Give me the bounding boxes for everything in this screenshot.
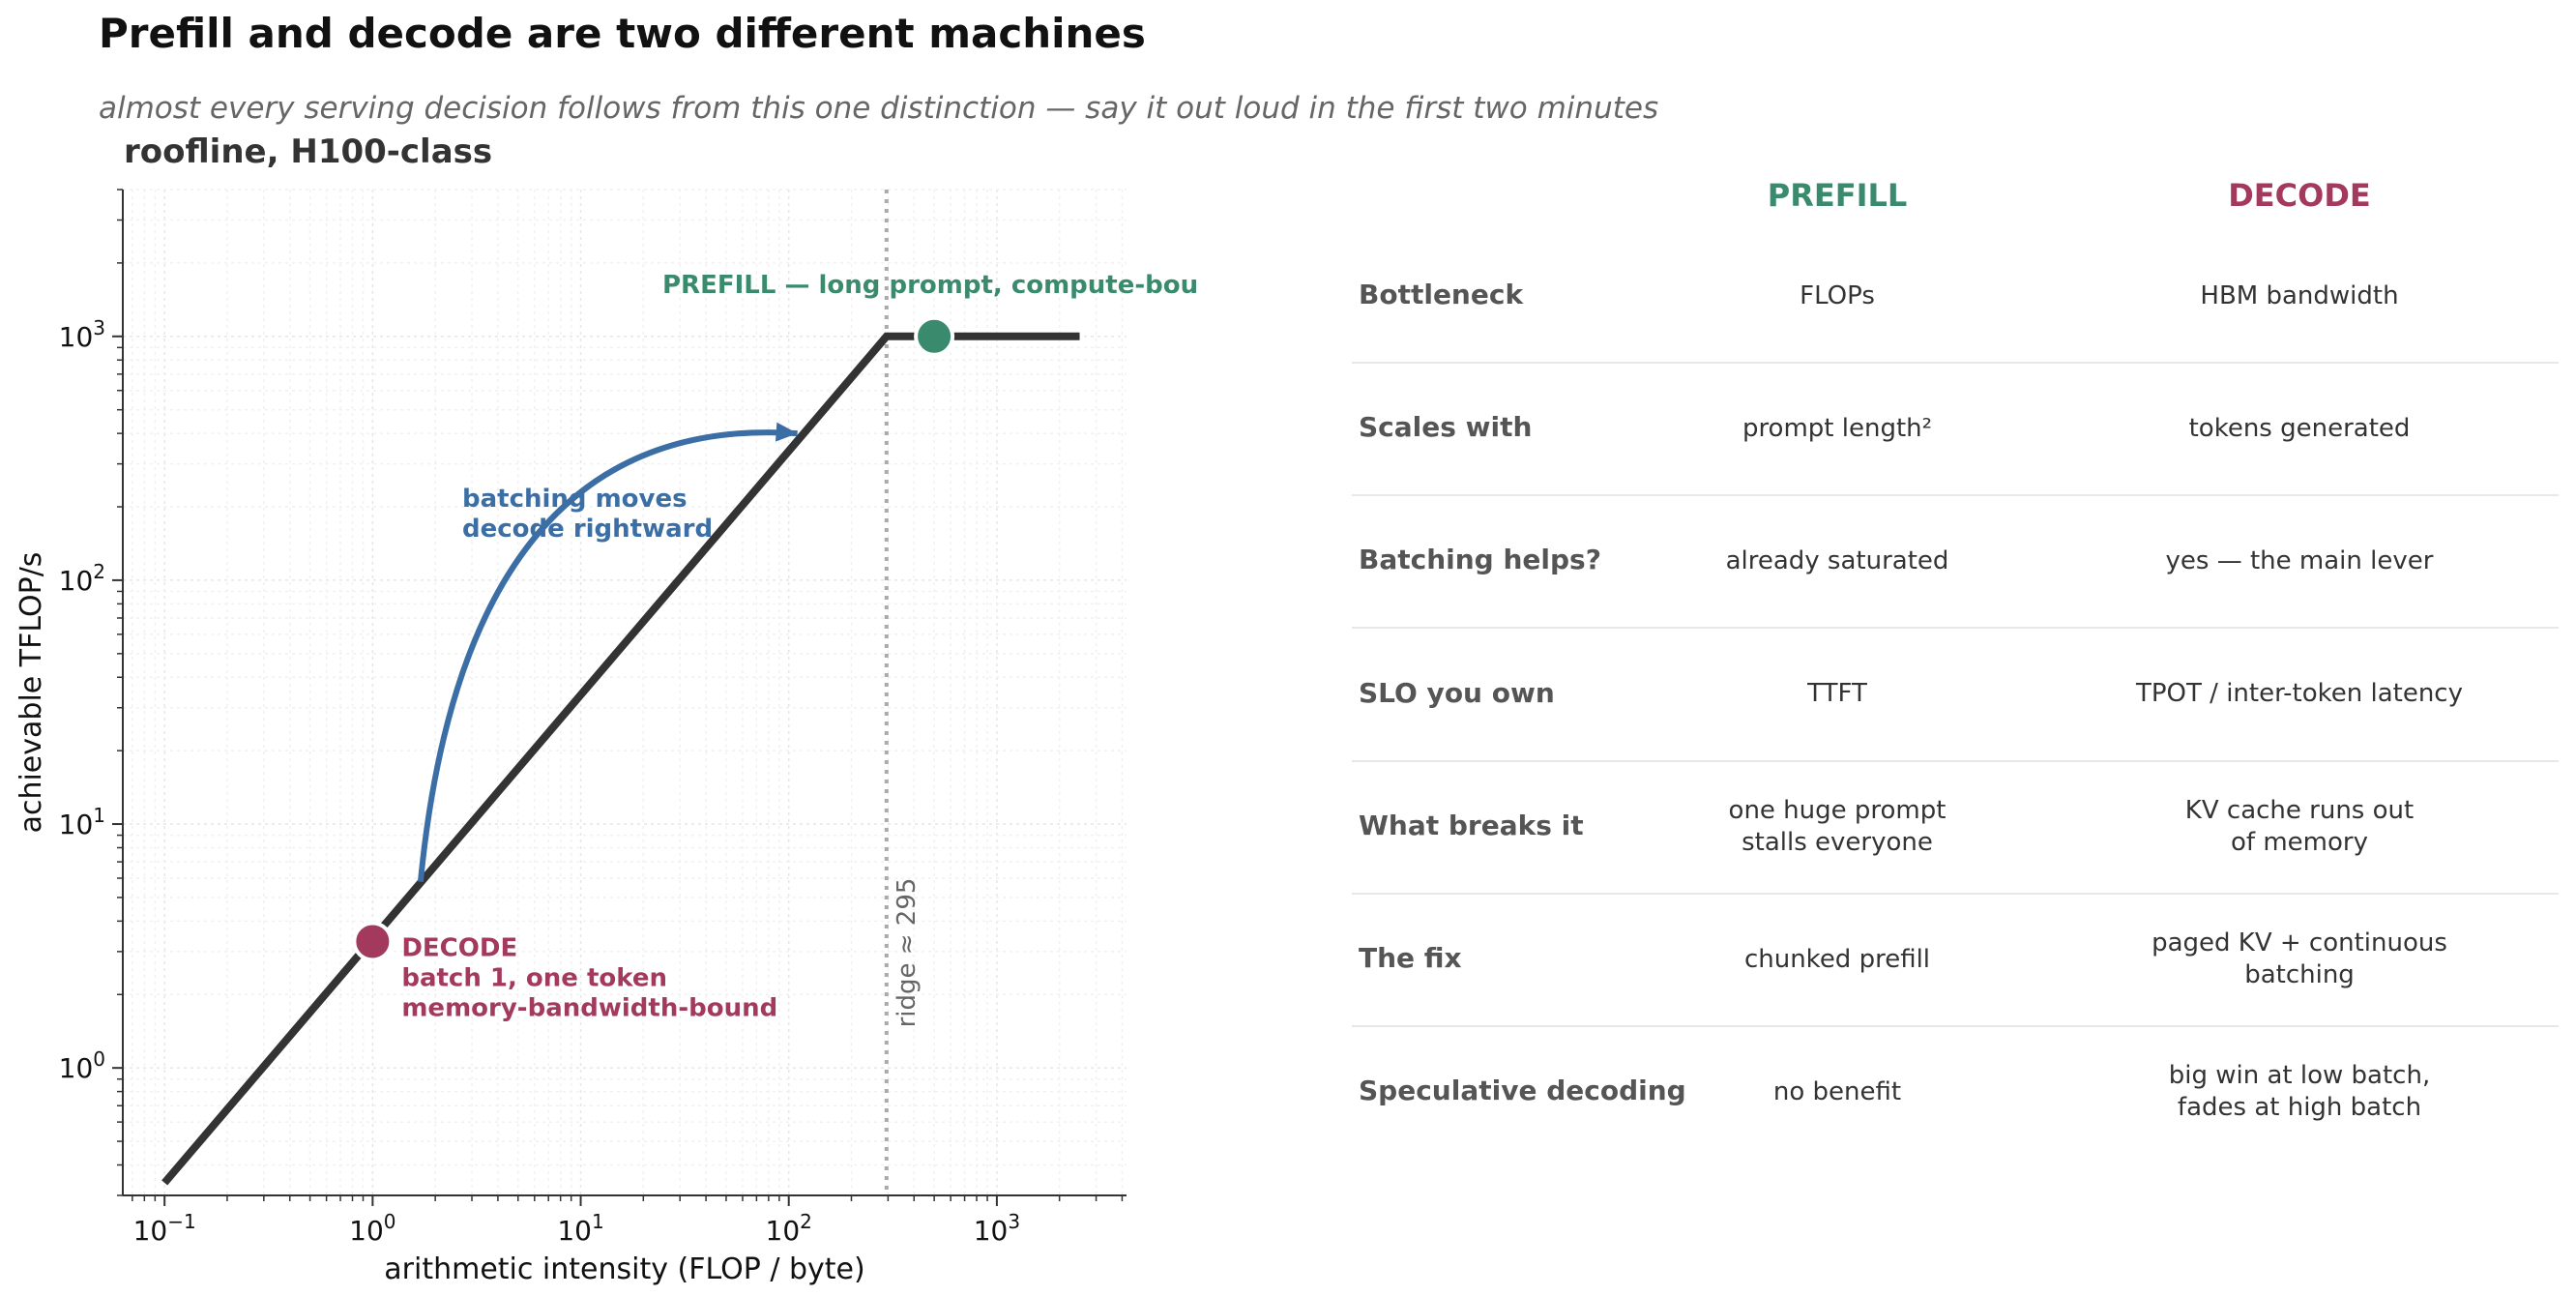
prefill-cell: one huge prompt stalls everyone — [1586, 795, 2089, 859]
y-axis-label: achievable TFLOP/s — [15, 552, 48, 834]
batching-arrow-label: batching moves — [462, 485, 688, 514]
x-tick-label: 102 — [766, 1210, 812, 1247]
decode-cell: KV cache runs out of memory — [2048, 795, 2551, 859]
batching-arrow — [417, 429, 798, 882]
row-label: What breaks it — [1359, 809, 1584, 841]
prefill-cell: already saturated — [1586, 545, 2089, 577]
decode-cell-line: HBM bandwidth — [2200, 280, 2399, 310]
prefill-cell-line: one huge prompt — [1728, 795, 1947, 825]
ridge-label: ridge ≈ 295 — [893, 878, 922, 1028]
y-tick-label: 100 — [59, 1047, 105, 1084]
column-header-prefill: PREFILL — [1767, 177, 1908, 214]
x-tick-label: 103 — [974, 1210, 1020, 1247]
x-tick-label: 10−1 — [133, 1210, 196, 1247]
batching-arrow-head — [775, 422, 798, 442]
prefill-cell-line: already saturated — [1725, 545, 1949, 575]
x-tick-label: 100 — [349, 1210, 395, 1247]
prefill-cell-line: prompt length² — [1742, 413, 1933, 443]
decode-cell-line: paged KV + continuous — [2152, 928, 2447, 957]
row-divider — [1352, 892, 2559, 895]
decode-cell-line: fades at high batch — [2177, 1093, 2422, 1123]
decode-cell: yes — the main lever — [2048, 545, 2551, 577]
prefill-cell-line: TTFT — [1807, 679, 1867, 709]
roofline-chart: roofline, H100-class 10−1 100 101 102 103 100 1… — [15, 133, 1199, 1286]
prefill-point — [914, 315, 955, 357]
prefill-cell-line: FLOPs — [1800, 280, 1875, 310]
decode-cell: big win at low batch, fades at high batch — [2048, 1060, 2551, 1124]
y-tick-label: 102 — [59, 560, 105, 597]
prefill-cell: chunked prefill — [1586, 944, 2089, 976]
prefill-cell: no benefit — [1586, 1076, 2089, 1108]
prefill-cell: FLOPs — [1586, 280, 2089, 312]
prefill-cell-line: stalls everyone — [1742, 827, 1933, 857]
decode-point — [352, 921, 394, 962]
row-divider — [1352, 759, 2559, 762]
y-tick-label: 103 — [59, 316, 105, 353]
prefill-cell-line: no benefit — [1772, 1076, 1902, 1106]
roofline-line — [161, 332, 1080, 1186]
batching-arrow-label: decode rightward — [462, 515, 713, 544]
y-tick-label: 101 — [59, 804, 105, 840]
decode-cell: HBM bandwidth — [2048, 280, 2551, 312]
x-tick-label: 101 — [557, 1210, 603, 1247]
row-label: Batching helps? — [1359, 544, 1601, 576]
row-divider — [1352, 494, 2559, 497]
decode-cell-line: big win at low batch, — [2168, 1061, 2431, 1091]
page-subtitle: almost every serving decision follows fr… — [99, 91, 1659, 126]
row-label: Bottleneck — [1359, 279, 1524, 310]
decode-cell-line: KV cache runs out — [2184, 795, 2415, 825]
chart-title: roofline, H100-class — [124, 133, 492, 171]
column-header-decode: DECODE — [2228, 177, 2371, 214]
decode-label: DECODE — [401, 933, 517, 962]
decode-cell: paged KV + continuous batching — [2048, 928, 2551, 991]
decode-cell-line: of memory — [2231, 827, 2368, 857]
decode-cell-line: batching — [2244, 960, 2355, 989]
row-label: Scales with — [1359, 411, 1533, 444]
prefill-cell-line: chunked prefill — [1743, 944, 1931, 974]
decode-cell: tokens generated — [2048, 413, 2551, 445]
decode-cell: TPOT / inter-token latency — [2048, 678, 2551, 710]
decode-cell-line: yes — the main lever — [2165, 545, 2434, 575]
row-divider — [1352, 627, 2559, 630]
decode-cell-line: tokens generated — [2188, 413, 2411, 443]
row-label: Speculative decoding — [1359, 1075, 1686, 1107]
row-divider — [1352, 1025, 2559, 1027]
row-label: The fix — [1359, 942, 1462, 974]
decode-label: memory-bandwidth-bound — [401, 993, 777, 1022]
row-label: SLO you own — [1359, 676, 1555, 709]
row-divider — [1352, 362, 2559, 364]
page-title: Prefill and decode are two different mac… — [99, 10, 1146, 57]
prefill-label: PREFILL — long prompt, compute-bound — [662, 271, 1199, 300]
grid — [123, 189, 1127, 1196]
decode-cell-line: TPOT / inter-token latency — [2136, 679, 2463, 709]
prefill-cell: TTFT — [1586, 678, 2089, 710]
prefill-cell: prompt length² — [1586, 413, 2089, 445]
x-axis-label: arithmetic intensity (FLOP / byte) — [384, 1252, 864, 1286]
decode-label: batch 1, one token — [401, 963, 667, 992]
